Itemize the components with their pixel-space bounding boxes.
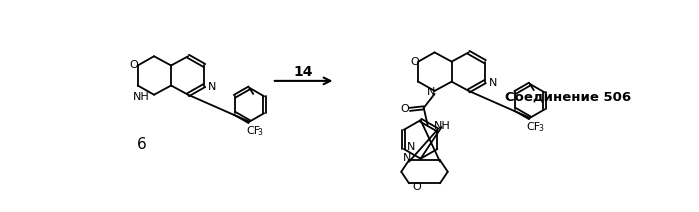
Text: N: N <box>407 142 415 152</box>
Text: 6: 6 <box>137 137 147 152</box>
Text: 3: 3 <box>538 124 543 133</box>
Text: O: O <box>401 104 410 114</box>
Text: O: O <box>412 182 421 192</box>
Text: 14: 14 <box>294 65 313 79</box>
Text: NH: NH <box>434 121 451 131</box>
Text: Соединение 506: Соединение 506 <box>505 91 631 103</box>
Text: N: N <box>208 82 217 92</box>
Text: N: N <box>489 78 497 88</box>
Text: NH: NH <box>133 92 150 102</box>
Text: O: O <box>129 60 138 70</box>
Text: N: N <box>403 153 411 163</box>
Text: CF: CF <box>246 126 260 136</box>
Text: CF: CF <box>527 122 541 132</box>
Text: O: O <box>410 57 419 67</box>
Text: N: N <box>427 87 435 98</box>
Text: 3: 3 <box>258 128 263 137</box>
